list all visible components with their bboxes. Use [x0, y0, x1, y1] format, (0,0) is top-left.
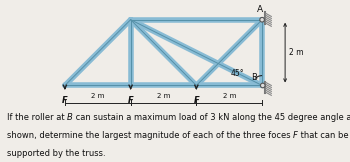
Circle shape [260, 17, 264, 22]
Text: B: B [67, 113, 73, 122]
Text: supported by the truss.: supported by the truss. [7, 149, 106, 158]
Text: 45°: 45° [231, 69, 244, 78]
Text: A: A [257, 5, 264, 14]
Text: If the roller at: If the roller at [7, 113, 67, 122]
Text: 2 m: 2 m [223, 93, 236, 99]
Text: F: F [62, 96, 68, 105]
Text: B: B [251, 73, 257, 82]
Text: F: F [194, 96, 199, 105]
Circle shape [260, 83, 265, 88]
Text: 2 m: 2 m [91, 93, 104, 99]
Text: F: F [128, 96, 133, 105]
Text: shown, determine the largest magnitude of each of the three foces: shown, determine the largest magnitude o… [7, 131, 293, 140]
Text: 2 m: 2 m [289, 48, 303, 57]
Text: 2 m: 2 m [157, 93, 170, 99]
Text: that can be: that can be [298, 131, 349, 140]
Text: can sustain a maximum load of 3 kN along the 45 degree angle as: can sustain a maximum load of 3 kN along… [73, 113, 350, 122]
Text: F: F [293, 131, 298, 140]
